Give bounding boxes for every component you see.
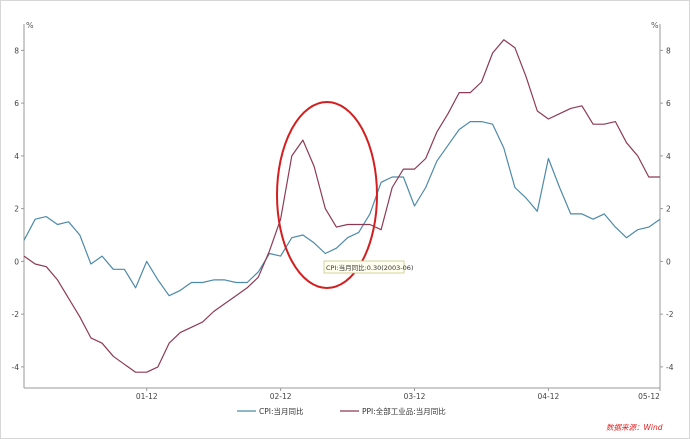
y-tick-label-right: 6 (666, 99, 671, 108)
y-ticks: -4 -4 -2 -2 0 0 2 2 4 4 6 6 8 8 (12, 46, 674, 372)
legend-ppi-label: PPI:全部工业品:当月同比 (362, 406, 446, 416)
legend-cpi-label: CPI:当月同比 (259, 406, 304, 416)
tooltip-text: CPI:当月同比:0.30(2003-06) (326, 263, 413, 272)
y-tick-label-left: 4 (14, 152, 19, 161)
x-tick-label: 04-12 (538, 392, 560, 401)
y-tick-label-right: 2 (666, 205, 671, 214)
y-tick-label-right: 4 (666, 152, 671, 161)
legend: CPI:当月同比 PPI:全部工业品:当月同比 (237, 406, 446, 416)
y-tick-label-left: 0 (14, 257, 19, 266)
y-tick-label-left: 8 (14, 46, 19, 55)
x-tick-label: 03-12 (404, 392, 426, 401)
source-note: 数据来源：Wind (606, 423, 663, 432)
x-tick-label: 05-12 (638, 392, 660, 401)
x-ticks: 01-12 02-12 03-12 04-12 05-12 (136, 388, 661, 401)
highlight-ellipse (276, 101, 378, 289)
y-tick-label-left: -2 (12, 310, 20, 319)
y-tick-label-right: 8 (666, 46, 671, 55)
cpi-line (23, 120, 661, 297)
x-tick-label: 01-12 (136, 392, 158, 401)
y-tick-label-left: 2 (14, 205, 19, 214)
tooltip: CPI:当月同比:0.30(2003-06) (323, 260, 413, 274)
y-tick-label-right: -4 (666, 363, 674, 372)
y-unit-left: % (26, 21, 34, 30)
series-layer (23, 39, 661, 373)
x-tick-label: 02-12 (270, 392, 292, 401)
y-tick-label-left: 6 (14, 99, 19, 108)
ppi-line (23, 39, 660, 373)
y-tick-label-left: -4 (12, 363, 20, 372)
y-unit-right: % (651, 21, 659, 30)
y-tick-label-right: -2 (666, 310, 674, 319)
y-tick-label-right: 0 (666, 257, 671, 266)
tooltip-box (323, 260, 405, 274)
